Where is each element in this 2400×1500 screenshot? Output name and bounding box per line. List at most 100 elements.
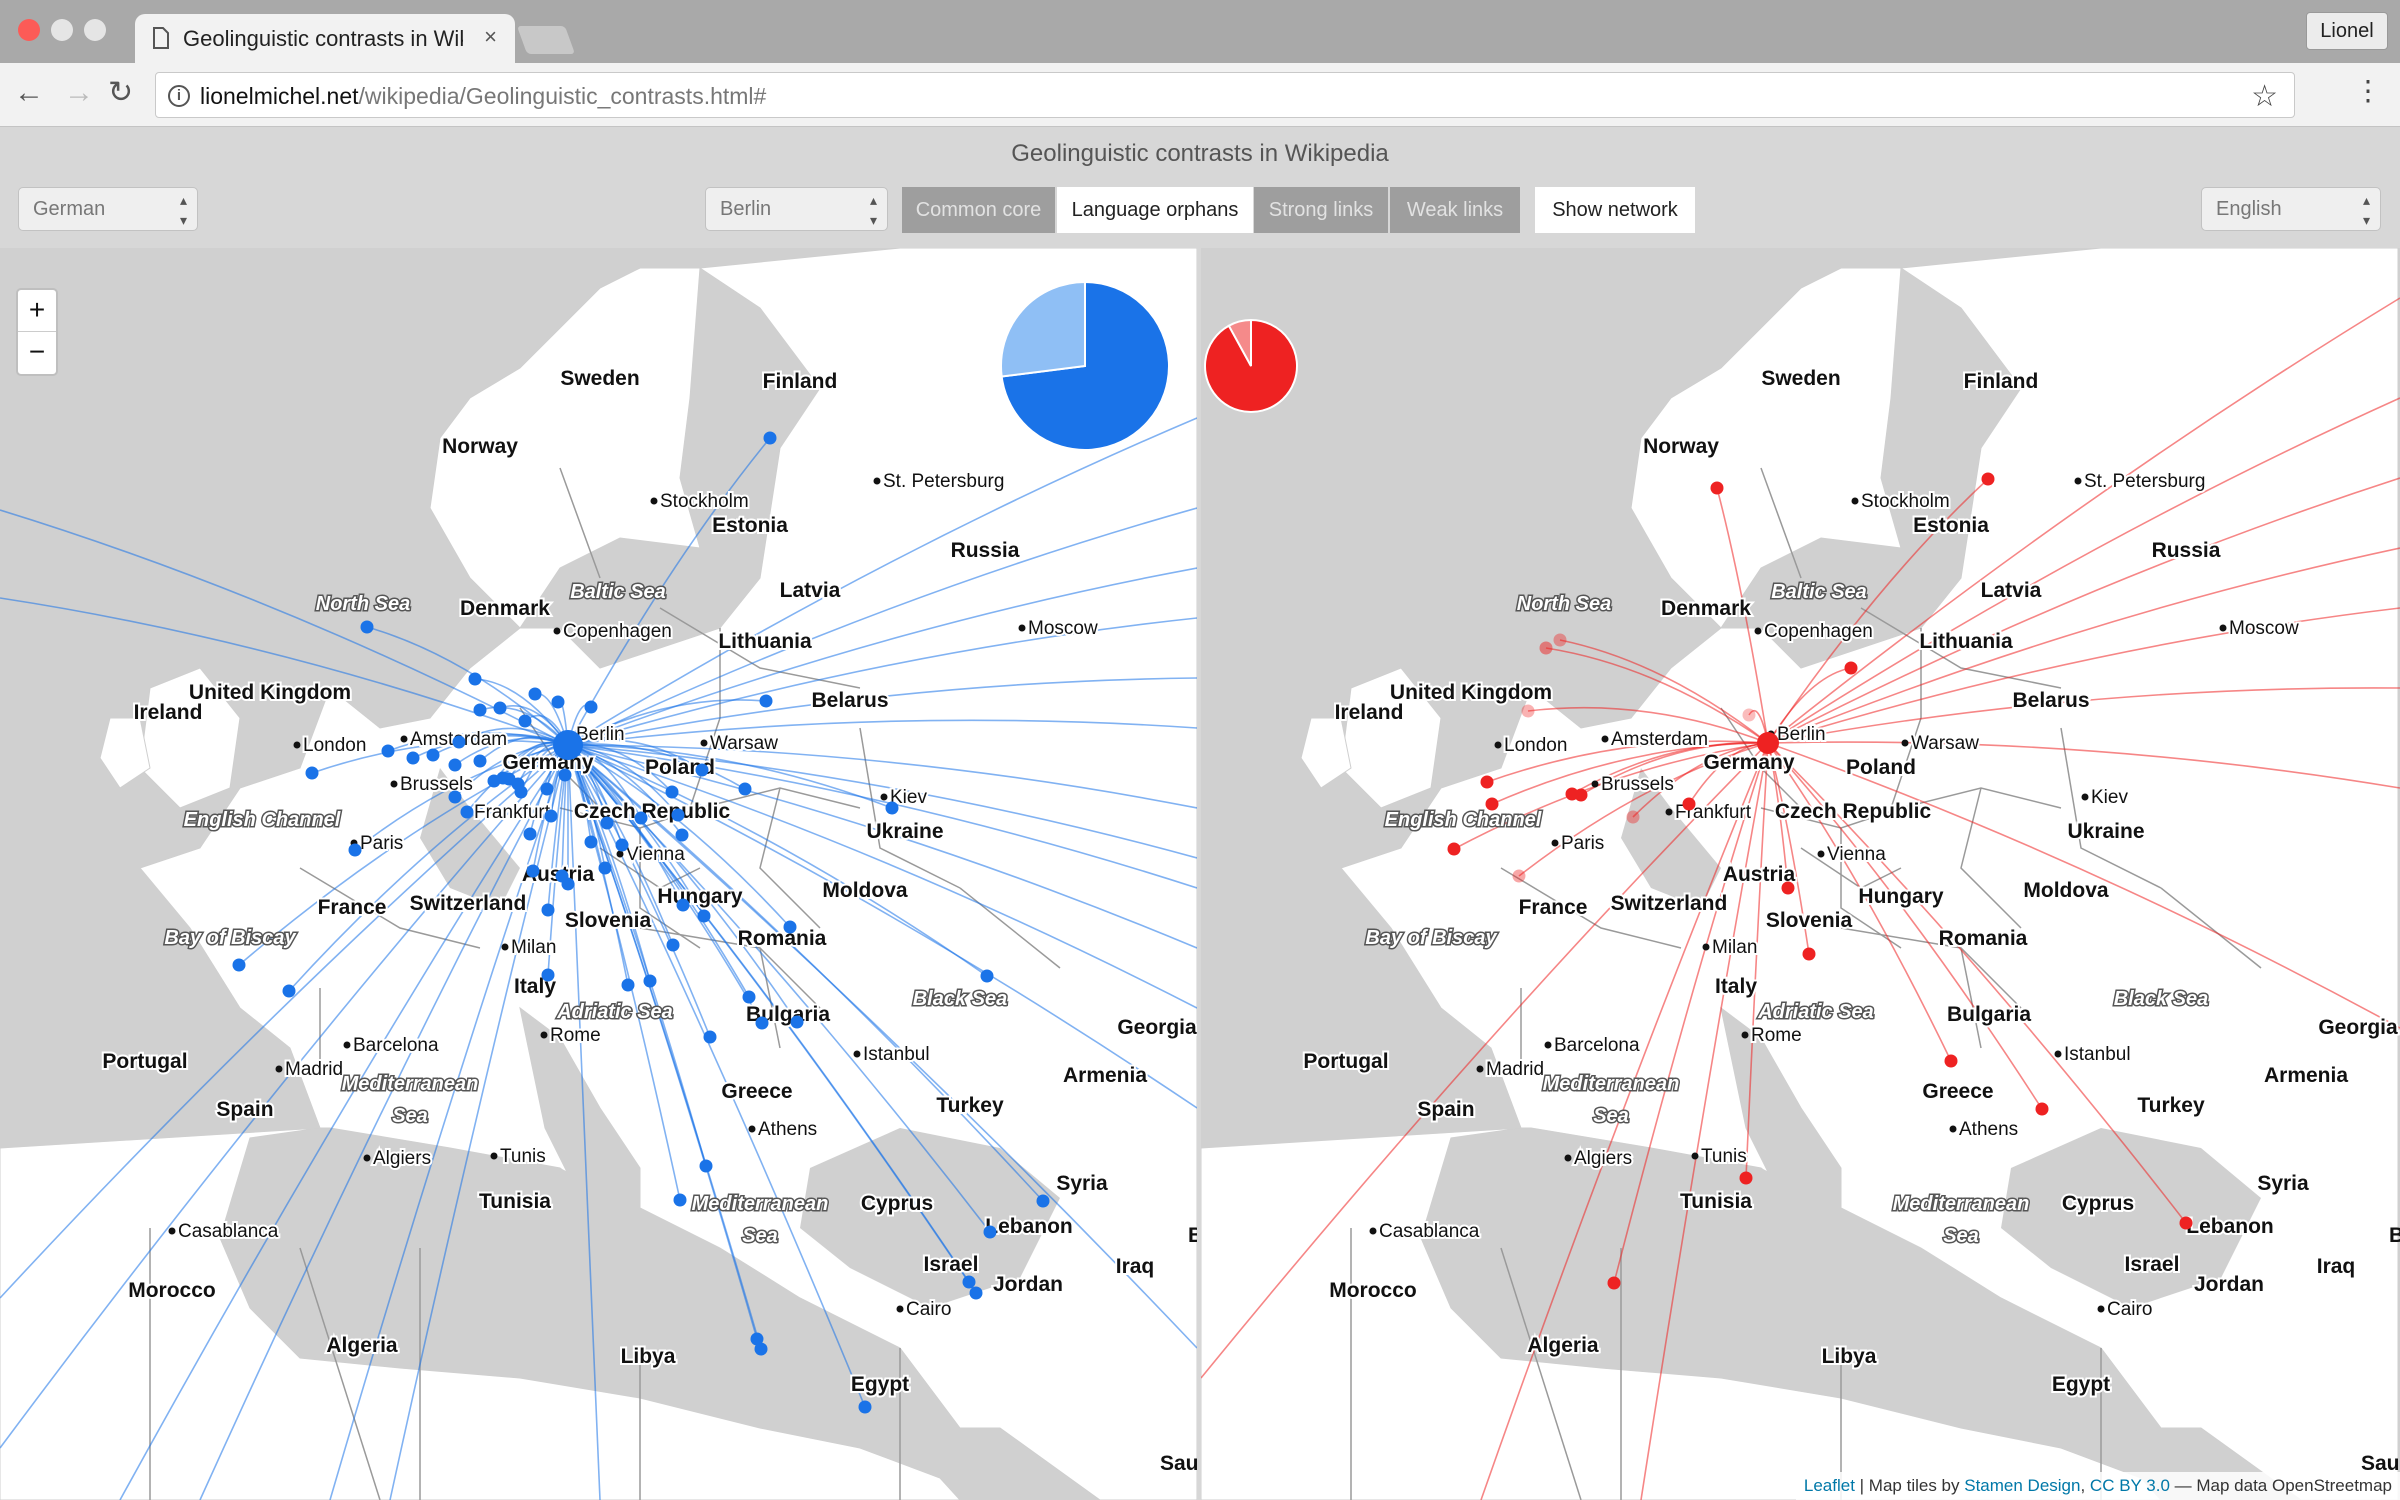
country-label: Ukraine — [866, 820, 943, 843]
minimize-window-icon[interactable] — [51, 19, 73, 41]
country-label: Norway — [442, 435, 518, 458]
url-path: /wikipedia/Geolinguistic_contrasts.html# — [358, 83, 767, 109]
link-points — [1447, 472, 2193, 1290]
city-marker — [1691, 1152, 1699, 1160]
link-point — [742, 990, 756, 1004]
country-label: Morocco — [128, 1279, 216, 1302]
language-orphans-button[interactable]: Language orphans — [1057, 187, 1253, 233]
address-bar[interactable]: i lionelmichel.net/wikipedia/Geolinguist… — [155, 72, 2295, 118]
city-marker — [1665, 808, 1673, 816]
link-point — [523, 827, 537, 841]
chevron-updown-icon: ▴ ▾ — [179, 192, 187, 228]
profile-button[interactable]: Lionel — [2306, 12, 2388, 50]
link-line — [567, 617, 1197, 746]
sea-label: Sea — [1943, 1225, 1979, 1247]
country-label: Israel — [2125, 1253, 2180, 1276]
city-select[interactable]: Berlin ▴ ▾ — [705, 187, 888, 231]
link-point — [858, 1400, 872, 1414]
right-language-select[interactable]: English ▴ ▾ — [2201, 187, 2381, 231]
stamen-link[interactable]: Stamen Design — [1964, 1476, 2081, 1495]
country-label: Romania — [1939, 927, 2028, 950]
zoom-in-button[interactable]: + — [18, 290, 56, 332]
link-point — [1844, 661, 1858, 675]
link-point — [360, 620, 374, 634]
weak-links-button[interactable]: Weak links — [1390, 187, 1520, 233]
chevron-updown-icon: ▴ ▾ — [2362, 192, 2370, 228]
forward-icon[interactable]: → — [64, 76, 94, 109]
close-window-icon[interactable] — [18, 19, 40, 41]
country-label: Jordan — [993, 1273, 1063, 1296]
country-border — [759, 787, 821, 929]
browser-toolbar: ← → ↻ i lionelmichel.net/wikipedia/Geoli… — [0, 63, 2400, 127]
info-icon[interactable]: i — [168, 85, 190, 107]
link-line — [1767, 742, 2043, 1110]
city-marker — [540, 1031, 548, 1039]
country-label: Italy — [1715, 975, 1757, 998]
city-marker — [390, 780, 398, 788]
link-point — [980, 969, 994, 983]
link-line — [0, 509, 569, 746]
link-point — [584, 835, 598, 849]
country-label: France — [1519, 896, 1588, 919]
link-line — [1613, 742, 1769, 1284]
browser-menu-icon[interactable]: ⋮ — [2354, 75, 2382, 106]
zoom-out-button[interactable]: − — [28, 336, 46, 367]
left-language-select[interactable]: German ▴ ▾ — [18, 187, 198, 231]
water-shape — [520, 1008, 640, 1208]
country-label: Israel — [924, 1253, 979, 1276]
city-marker — [616, 850, 624, 858]
link-point — [2035, 1102, 2049, 1116]
city-label: Casablanca — [178, 1221, 279, 1242]
country-label: Estonia — [712, 514, 788, 537]
link-point — [460, 805, 474, 819]
sea-label: North Sea — [316, 593, 410, 615]
country-label: Saudi A — [1160, 1452, 1197, 1475]
common-core-button[interactable]: Common core — [902, 187, 1055, 233]
link-line — [1767, 667, 1852, 744]
right-language-value: English — [2216, 198, 2282, 220]
reload-icon[interactable]: ↻ — [108, 76, 134, 109]
link-point — [540, 782, 554, 796]
bookmark-star-icon[interactable]: ☆ — [2251, 80, 2278, 113]
new-tab-button[interactable] — [516, 26, 576, 54]
left-map-canvas[interactable]: Sweden Finland Norway Estonia Russia Latvia De… — [0, 248, 1197, 1500]
link-point — [1944, 1054, 1958, 1068]
city-marker — [1544, 1041, 1552, 1049]
attrib-tiles: | Map tiles by — [1854, 1476, 1965, 1495]
city-marker — [275, 1065, 283, 1073]
link-line — [1767, 297, 2400, 744]
country-label: Hungary — [1858, 885, 1944, 908]
link-line — [1716, 487, 1769, 744]
tab-close-icon[interactable]: × — [484, 24, 497, 49]
back-icon[interactable]: ← — [14, 76, 44, 109]
sea-label: Mediterranean — [692, 1193, 829, 1215]
right-map[interactable]: Sweden Finland Norway Estonia Russia Latvia De… — [1201, 248, 2400, 1500]
license-link[interactable]: CC BY 3.0 — [2089, 1476, 2170, 1495]
browser-tab[interactable]: Geolinguistic contrasts in Wiki × — [135, 14, 515, 64]
maximize-window-icon[interactable] — [84, 19, 106, 41]
country-label: Switzerland — [410, 892, 527, 915]
strong-links-button[interactable]: Strong links — [1254, 187, 1388, 233]
pie-slice-orphans — [1000, 280, 1086, 378]
country-border — [1960, 947, 1982, 1049]
country-label: Spain — [1417, 1098, 1474, 1121]
city-marker — [1901, 739, 1909, 747]
country-border — [1760, 467, 1802, 579]
link-point — [541, 903, 555, 917]
country-label: Cyprus — [2062, 1192, 2134, 1215]
link-point — [699, 1159, 713, 1173]
link-point — [584, 700, 598, 714]
left-map[interactable]: Sweden Finland Norway Estonia Russia Latvia De… — [0, 248, 1197, 1500]
right-map-canvas[interactable]: Sweden Finland Norway Estonia Russia Latvia De… — [1201, 248, 2400, 1500]
link-point — [1981, 472, 1995, 486]
show-network-button[interactable]: Show network — [1535, 187, 1695, 233]
city-marker — [168, 1227, 176, 1235]
link-line — [1767, 477, 2400, 744]
link-point — [502, 772, 516, 786]
country-label: Morocco — [1329, 1279, 1417, 1302]
link-line — [567, 744, 1197, 859]
link-point — [969, 1286, 983, 1300]
link-line — [567, 744, 1197, 949]
link-line — [567, 744, 707, 1167]
leaflet-link[interactable]: Leaflet — [1803, 1476, 1855, 1495]
